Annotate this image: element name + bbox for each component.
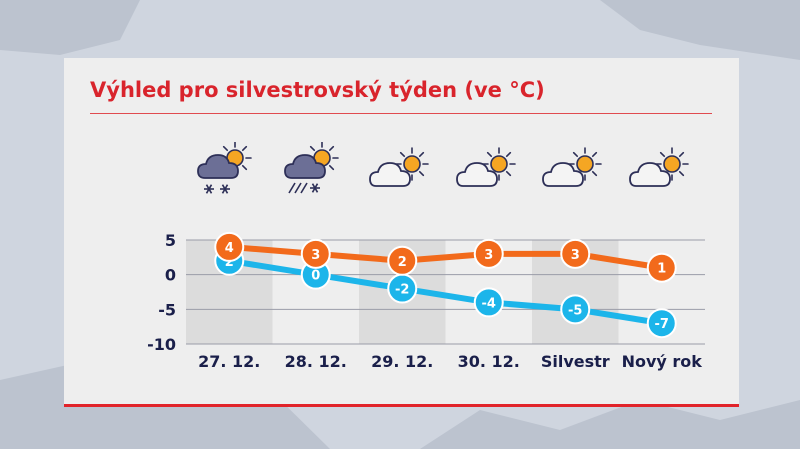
data-label-max: 3	[571, 248, 580, 263]
cloud-sun-icon	[453, 142, 525, 198]
data-label-max: 3	[484, 248, 493, 263]
data-label-max: 1	[657, 262, 666, 277]
data-label-max: 2	[398, 255, 407, 270]
y-tick-label: -10	[147, 335, 176, 354]
y-tick-label: -5	[158, 300, 176, 319]
data-point-max	[473, 238, 504, 269]
data-point-min	[560, 294, 591, 325]
data-label-min: 2	[225, 255, 234, 270]
x-tick-label: 29. 12.	[371, 352, 433, 371]
cloud-sun-snow-icon	[193, 141, 265, 198]
accent-line	[64, 404, 739, 407]
cloud-sun-icon	[626, 142, 698, 198]
cloud-sun-sleet-icon	[280, 141, 352, 198]
data-point-max	[214, 231, 245, 262]
y-tick-label: 0	[165, 266, 176, 285]
data-label-max: 4	[225, 241, 234, 256]
data-point-max	[300, 238, 331, 269]
chart-title: Výhled pro silvestrovský týden (ve °C)	[90, 78, 545, 102]
x-tick-label: Silvestr	[541, 352, 610, 371]
cloud-sun-icon	[539, 142, 611, 198]
x-tick-label: 30. 12.	[458, 352, 520, 371]
data-point-min	[646, 308, 677, 339]
data-label-min: -5	[568, 303, 582, 318]
x-tick-label: Nový rok	[622, 352, 703, 371]
cloud-sun-icon	[366, 142, 438, 198]
forecast-card	[64, 58, 739, 406]
x-tick-label: 27. 12.	[198, 352, 260, 371]
data-point-min	[473, 287, 504, 318]
data-label-min: -7	[655, 317, 669, 332]
data-label-min: -2	[395, 283, 409, 298]
data-label-min: -4	[482, 296, 496, 311]
data-point-max	[560, 238, 591, 269]
y-tick-label: 5	[165, 231, 176, 250]
x-tick-label: 28. 12.	[285, 352, 347, 371]
data-point-max	[646, 252, 677, 283]
data-point-max	[387, 245, 418, 276]
data-label-max: 3	[311, 248, 320, 263]
title-divider	[90, 113, 712, 114]
data-label-min: 0	[311, 269, 320, 284]
